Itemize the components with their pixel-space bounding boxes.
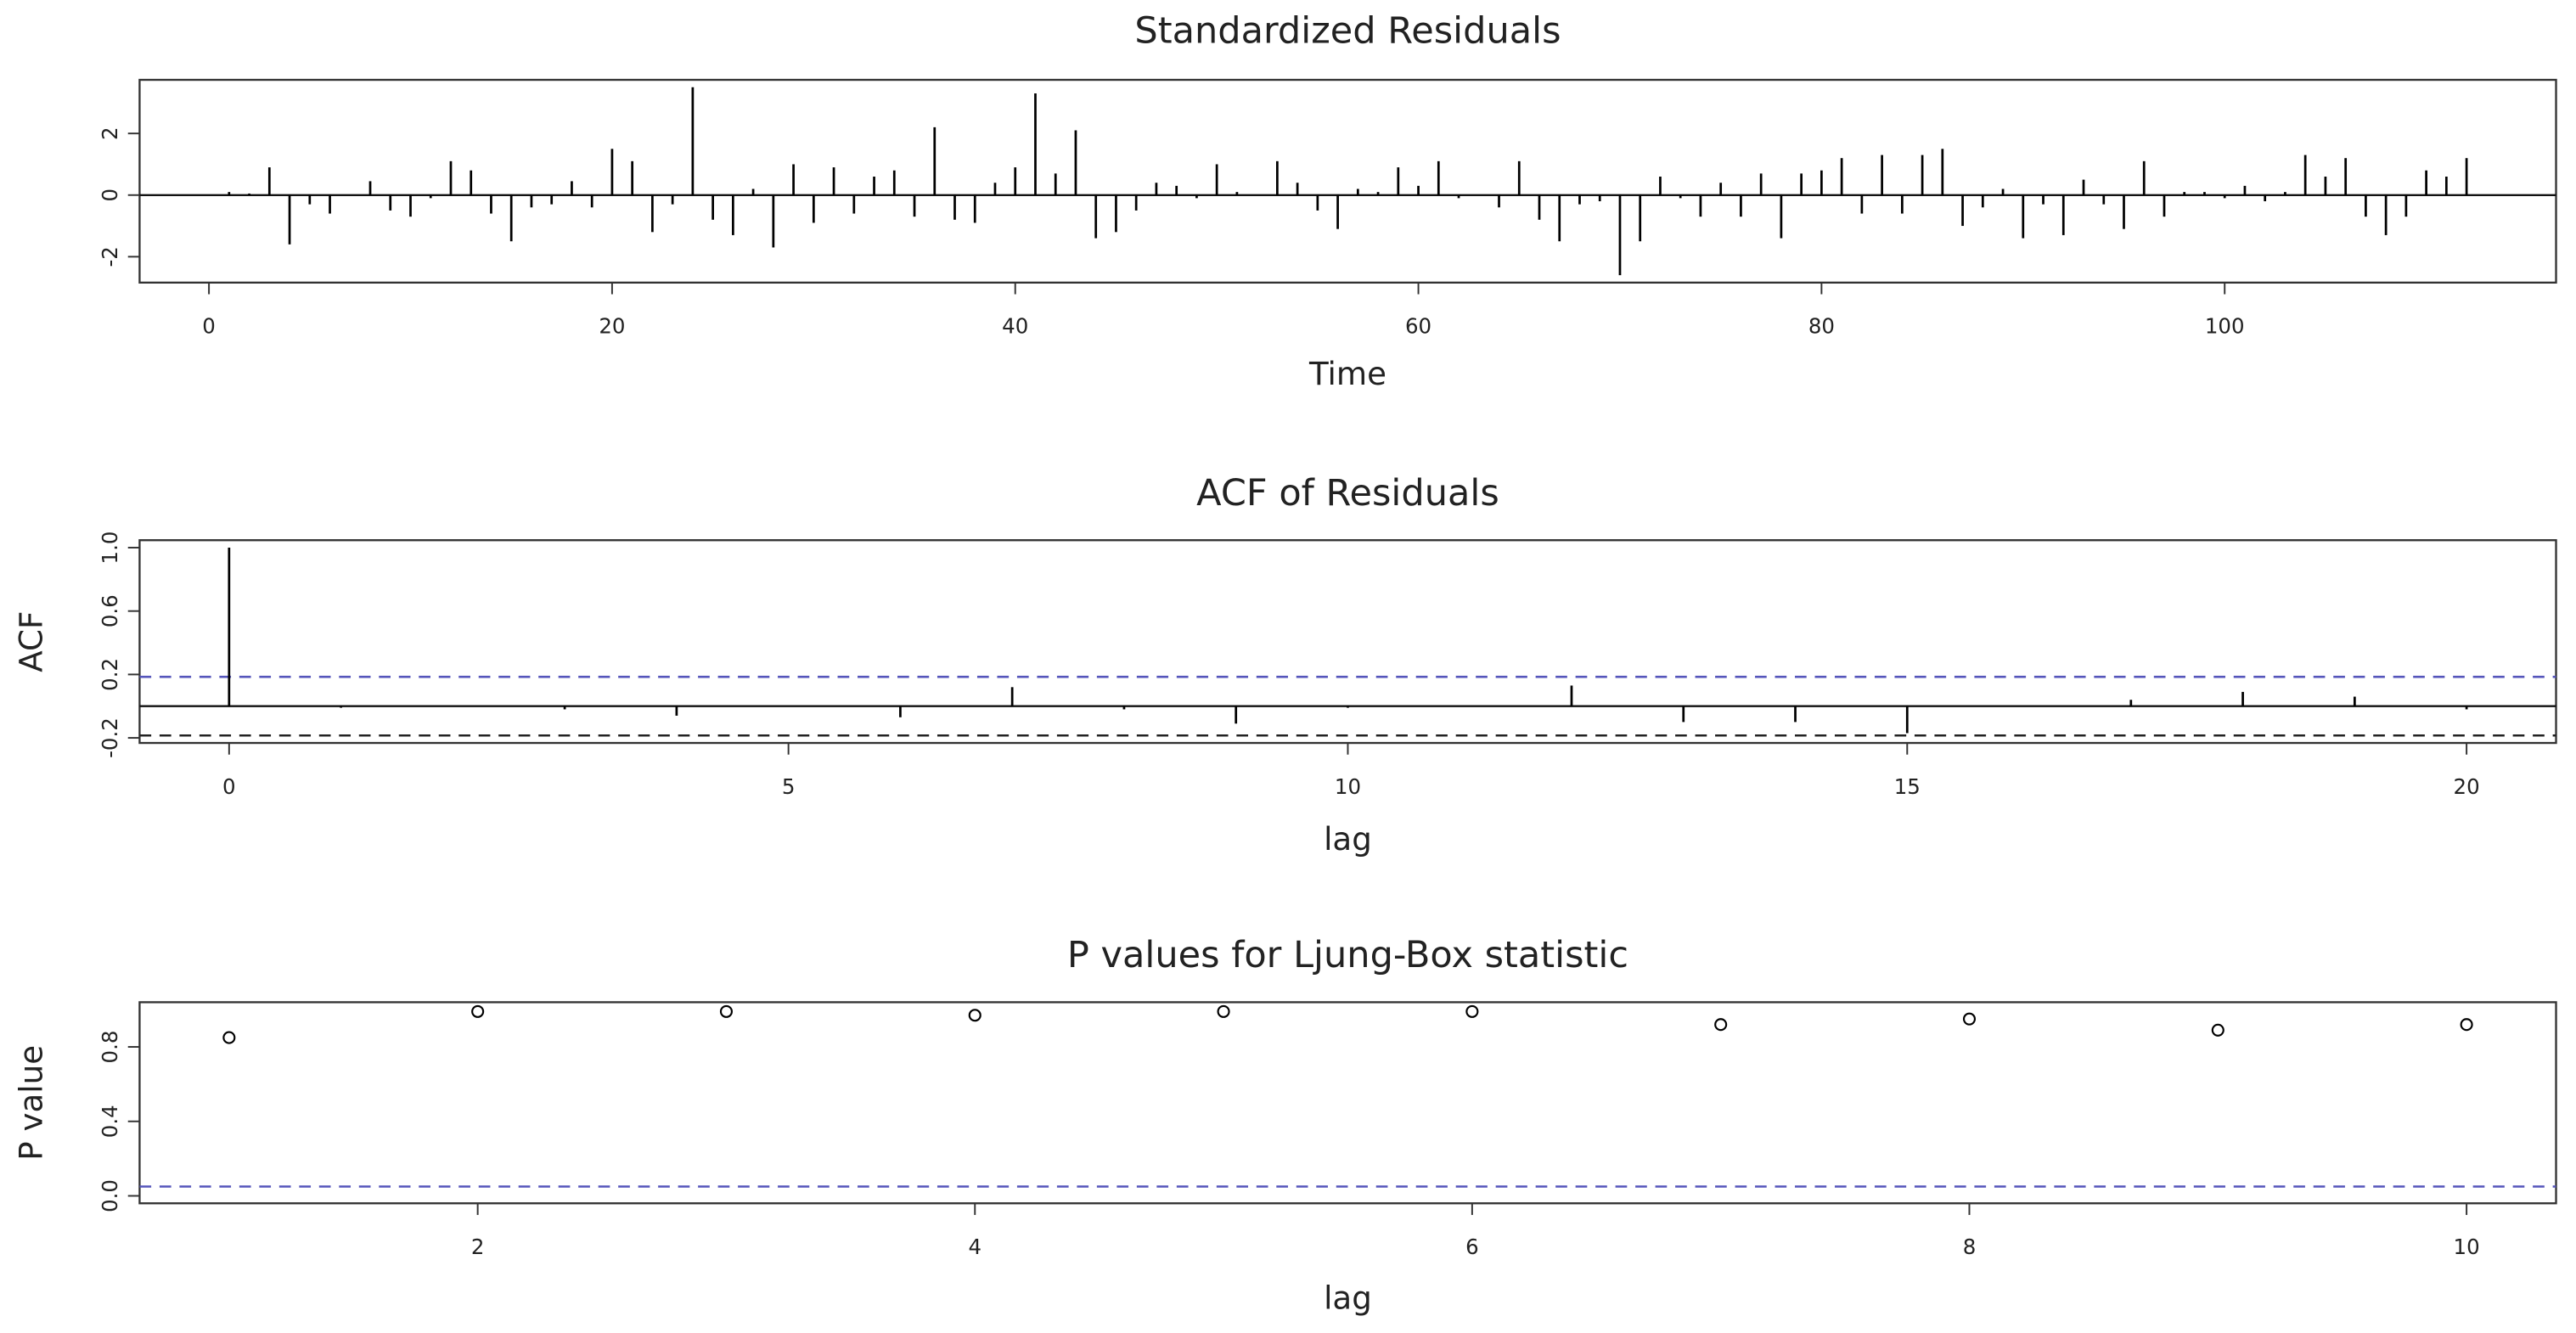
x-axis-label: Time — [1308, 355, 1386, 392]
point — [2460, 1018, 2473, 1032]
x-axis-label: lag — [1324, 1279, 1372, 1316]
y-tick-label: 1.0 — [98, 532, 122, 565]
x-tick-label: 5 — [782, 774, 796, 799]
x-tick-label: 15 — [1894, 774, 1921, 799]
point — [1217, 1004, 1230, 1018]
point — [719, 1004, 733, 1018]
x-tick-label: 40 — [1002, 314, 1028, 339]
point — [222, 1031, 236, 1044]
x-tick-label: 4 — [968, 1235, 981, 1259]
x-tick-label: 6 — [1465, 1235, 1479, 1259]
point — [1465, 1004, 1479, 1018]
y-tick-label: 0.0 — [98, 1179, 122, 1212]
y-tick-label: 0 — [98, 188, 122, 202]
y-tick-label: 0.4 — [98, 1105, 122, 1138]
point — [2211, 1023, 2224, 1037]
x-axis-label: lag — [1324, 820, 1372, 858]
x-tick-label: 2 — [471, 1235, 485, 1259]
plot-frame — [138, 78, 2557, 284]
x-tick-label: 20 — [599, 314, 625, 339]
y-tick-label: 0.8 — [98, 1031, 122, 1064]
plot-frame — [138, 539, 2557, 745]
y-tick-label: 0.6 — [98, 594, 122, 627]
x-tick-label: 10 — [1335, 774, 1361, 799]
x-tick-label: 10 — [2454, 1235, 2480, 1259]
point — [1714, 1018, 1728, 1032]
x-tick-label: 100 — [2205, 314, 2245, 339]
point — [968, 1009, 981, 1022]
plot-frame — [138, 1001, 2557, 1205]
x-tick-label: 20 — [2454, 774, 2480, 799]
y-axis-label: P value — [13, 1045, 50, 1161]
panel-title: P values for Ljung-Box statistic — [1067, 934, 1628, 976]
y-tick-label: 0.2 — [98, 658, 122, 691]
point — [471, 1004, 485, 1018]
y-tick-label: -0.2 — [98, 717, 122, 758]
panel-title: ACF of Residuals — [1196, 472, 1499, 515]
x-tick-label: 0 — [202, 314, 216, 339]
y-tick-label: 2 — [98, 127, 122, 140]
x-tick-label: 0 — [222, 774, 236, 799]
panel-title: Standardized Residuals — [1134, 10, 1561, 53]
x-tick-label: 60 — [1405, 314, 1431, 339]
y-axis-label: ACF — [13, 611, 50, 672]
x-tick-label: 80 — [1808, 314, 1835, 339]
point — [1962, 1012, 1977, 1026]
y-tick-label: -2 — [98, 246, 122, 267]
x-tick-label: 8 — [1963, 1235, 1977, 1259]
